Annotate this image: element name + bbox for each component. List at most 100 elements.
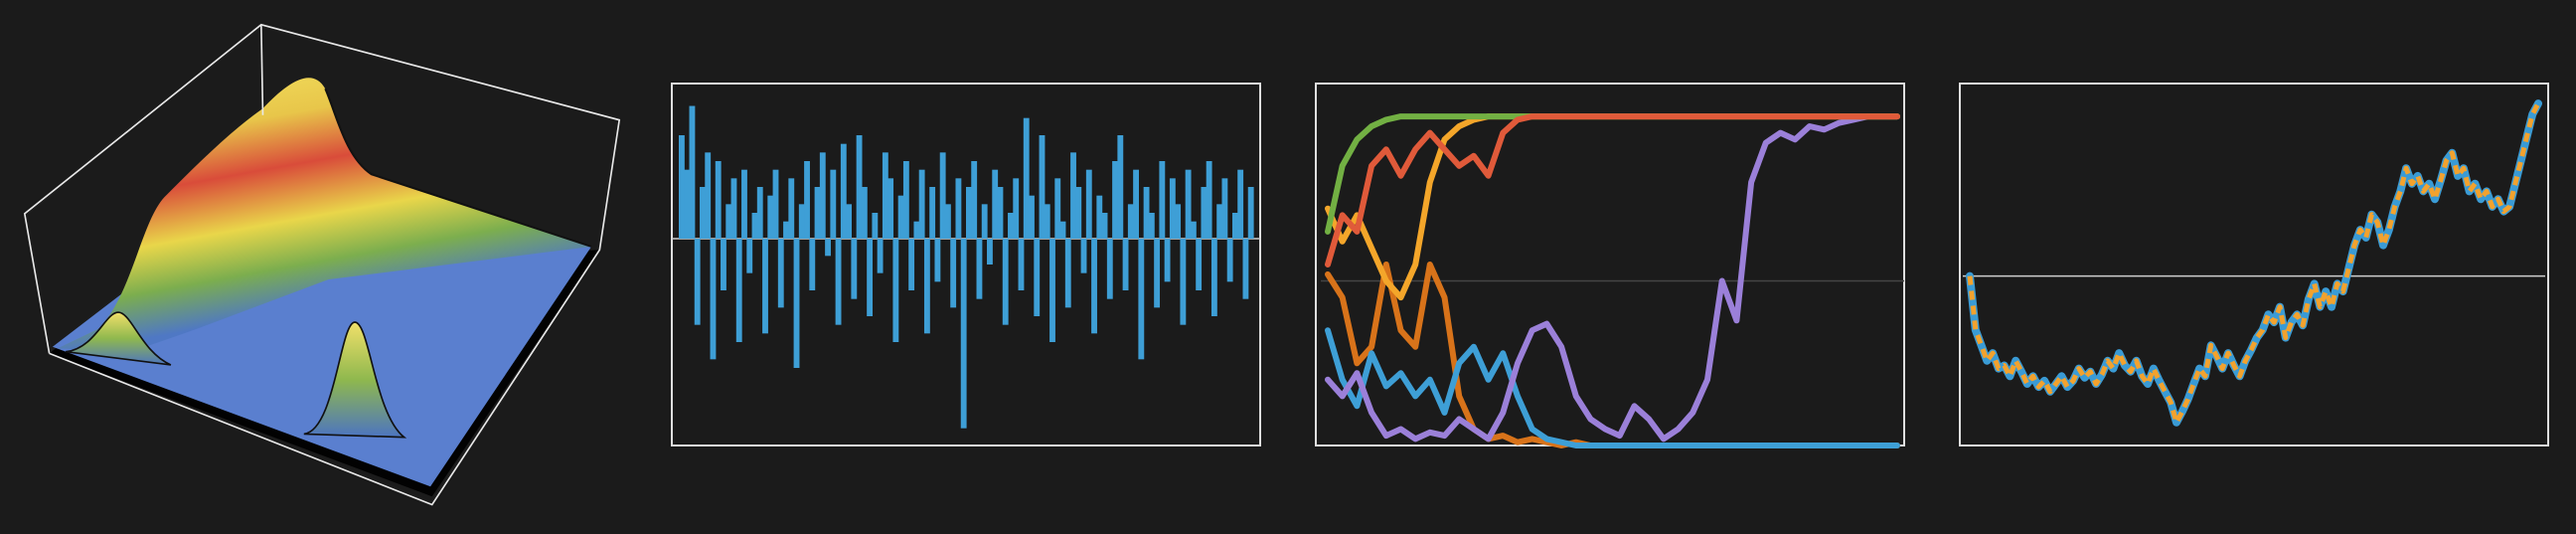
bar	[694, 239, 701, 325]
panel-frame	[1959, 83, 2549, 446]
bar	[1013, 178, 1020, 239]
bar	[684, 169, 691, 239]
bar	[908, 239, 915, 290]
bar	[981, 204, 988, 239]
bar	[856, 135, 863, 239]
surface-peak	[66, 311, 172, 366]
bar	[877, 239, 884, 273]
bar	[1159, 161, 1166, 239]
bar	[934, 239, 941, 282]
series-line	[1325, 113, 1900, 235]
bar	[762, 239, 768, 334]
bar	[897, 195, 904, 239]
bar	[1044, 204, 1050, 239]
bar	[777, 239, 784, 308]
bar	[814, 187, 821, 239]
bar	[1175, 204, 1182, 239]
bar	[788, 178, 795, 239]
bar	[867, 239, 874, 316]
bar	[892, 239, 899, 342]
bar	[705, 152, 712, 239]
bar	[1237, 169, 1244, 239]
bar	[1122, 239, 1129, 290]
bar	[976, 239, 983, 299]
bar	[939, 152, 946, 239]
surface-ridge	[57, 78, 592, 352]
surface-plot	[23, 23, 621, 506]
bar	[751, 213, 758, 239]
series-line	[1325, 113, 1900, 267]
bar	[783, 221, 789, 239]
bar	[1064, 239, 1071, 308]
bar	[1008, 213, 1014, 239]
bar	[846, 204, 852, 239]
panel-frame	[671, 83, 1261, 446]
box-edge	[260, 24, 264, 115]
bar	[825, 239, 831, 257]
bar	[1096, 195, 1103, 239]
bar	[725, 204, 732, 239]
bar	[756, 187, 763, 239]
bar	[1231, 213, 1238, 239]
bar	[960, 239, 967, 429]
bar	[715, 161, 722, 239]
series-line	[1325, 113, 1900, 301]
bar	[835, 239, 842, 325]
bar	[1133, 169, 1139, 239]
bar	[929, 187, 936, 239]
bar	[1148, 213, 1155, 239]
bar	[1221, 178, 1228, 239]
bar	[997, 187, 1004, 239]
bar	[1070, 152, 1076, 239]
bar	[913, 221, 920, 239]
bar	[1101, 213, 1108, 239]
bar	[944, 204, 951, 239]
bar	[741, 169, 747, 239]
bar	[1117, 135, 1124, 239]
bar	[1059, 221, 1066, 239]
bar	[1247, 187, 1254, 239]
box-edge	[23, 23, 621, 506]
bar	[1201, 187, 1208, 239]
bar	[1034, 239, 1041, 316]
bar	[1127, 204, 1134, 239]
bar	[966, 187, 972, 239]
surface-edge	[324, 88, 592, 248]
bar	[1049, 239, 1055, 342]
bar	[1002, 239, 1009, 325]
bar	[809, 239, 816, 290]
bar	[1206, 161, 1212, 239]
bar	[830, 169, 837, 239]
bar	[1143, 187, 1150, 239]
bar	[767, 195, 774, 239]
bar	[1023, 117, 1030, 239]
bar	[721, 239, 726, 290]
bar	[1075, 187, 1082, 239]
bar	[1106, 239, 1113, 299]
bar	[992, 169, 999, 239]
bar	[1180, 239, 1187, 325]
bar	[1091, 239, 1097, 334]
surface-box	[23, 23, 621, 506]
bar	[840, 143, 847, 239]
bar	[1210, 239, 1217, 316]
bar	[1029, 195, 1035, 239]
bar	[902, 161, 909, 239]
bar	[804, 161, 810, 239]
bar	[861, 187, 868, 239]
bar	[730, 178, 737, 239]
bar	[1080, 239, 1087, 273]
bar	[987, 239, 993, 265]
bar	[798, 204, 805, 239]
bar	[923, 239, 930, 334]
bar	[679, 135, 685, 239]
bar	[882, 152, 888, 239]
bar	[1018, 239, 1025, 290]
bar	[950, 239, 957, 308]
bar	[689, 105, 696, 240]
surface-peak	[303, 321, 407, 439]
bar	[887, 178, 894, 239]
bar	[872, 213, 879, 239]
